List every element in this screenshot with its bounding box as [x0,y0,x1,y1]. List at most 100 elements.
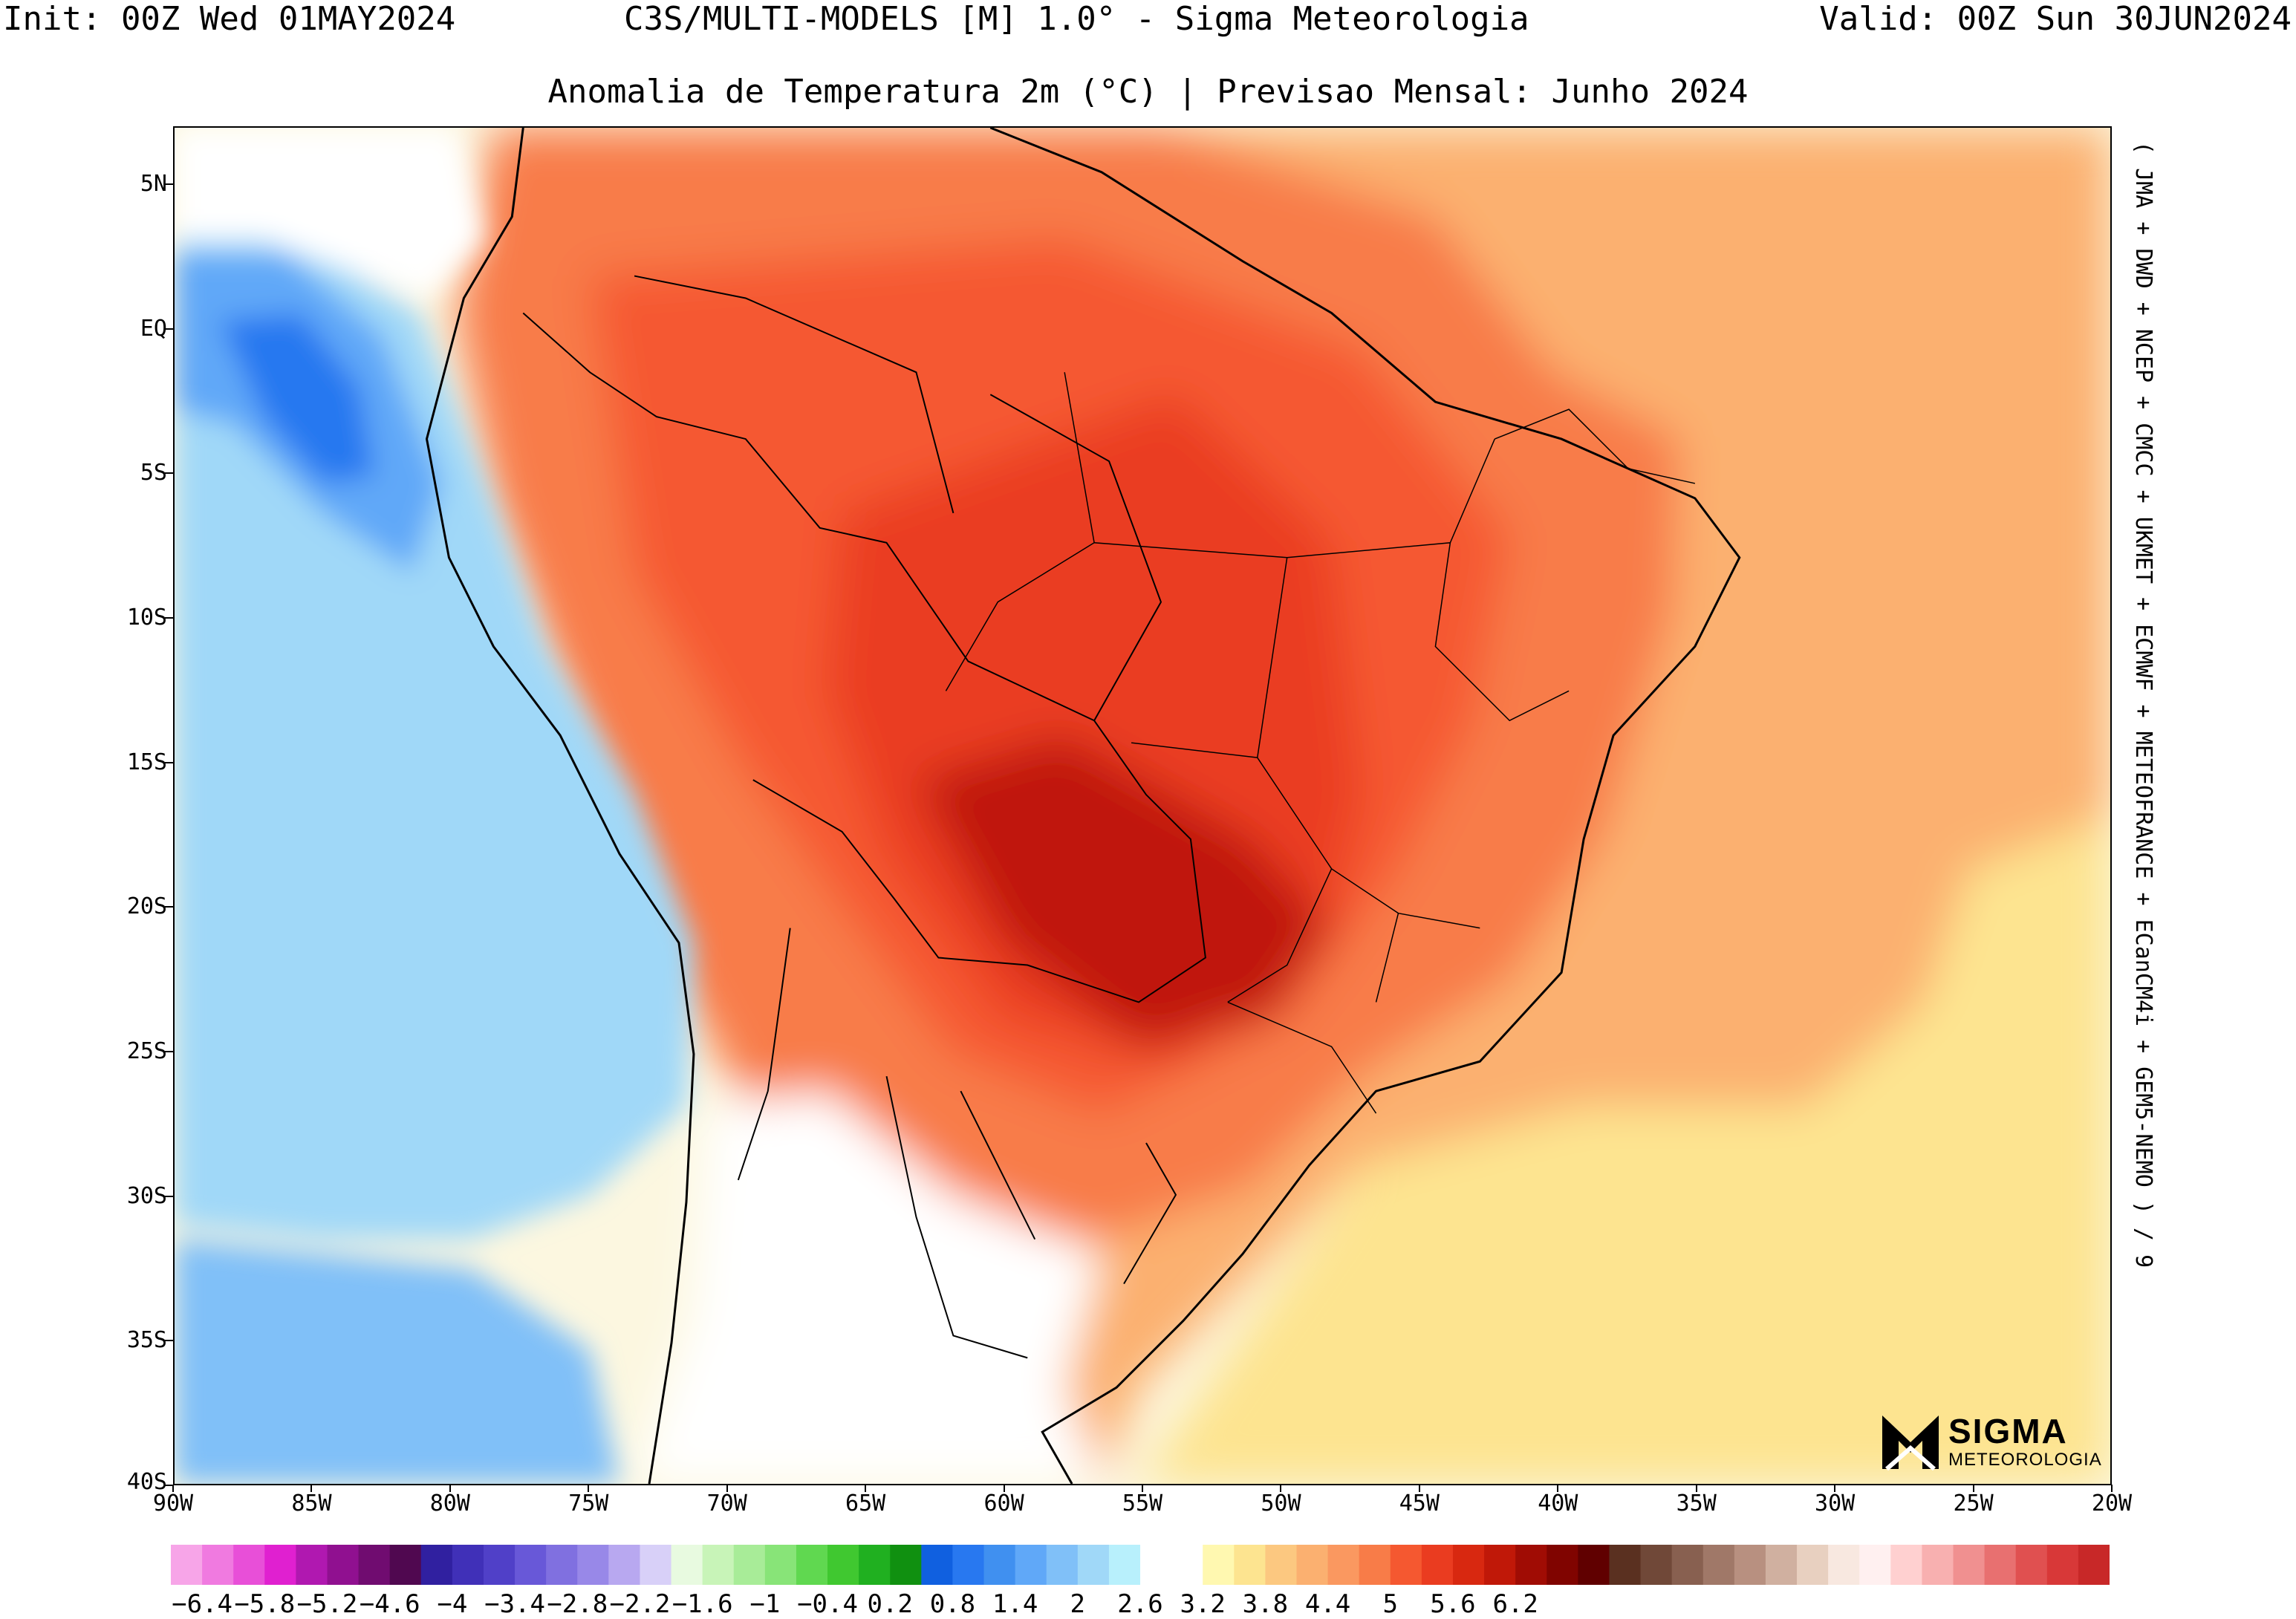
lon-tick [1003,1485,1005,1492]
lon-label: 65W [845,1491,886,1517]
colorbar-swatch [640,1545,672,1585]
colorbar-label: 5 [1382,1589,1399,1619]
colorbar-label: 3.2 [1180,1589,1226,1619]
colorbar-swatch [358,1545,391,1585]
lat-tick [165,616,174,619]
colorbar-swatch [859,1545,891,1585]
lat-tick [165,1340,174,1342]
colorbar-label: 0.2 [867,1589,913,1619]
colorbar-swatch [983,1545,1016,1585]
lon-tick [726,1485,728,1492]
colorbar-swatch [546,1545,578,1585]
colorbar-swatch [1797,1545,1829,1585]
anomaly-zone-pacific-south [175,1239,620,1484]
colorbar-swatch [1234,1545,1266,1585]
colorbar-swatch [1578,1545,1610,1585]
lon-label: 60W [983,1491,1024,1517]
lon-label: 35W [1676,1491,1717,1517]
lon-tick [449,1485,451,1492]
lon-label: 75W [568,1491,609,1517]
lon-label: 80W [429,1491,470,1517]
colorbar-swatch [1140,1545,1172,1585]
colorbar-label: −0.4 [797,1589,858,1619]
lon-tick [1695,1485,1697,1492]
colorbar-swatch [1327,1545,1360,1585]
logo-word: SIGMA [1948,1412,2068,1450]
sigma-logo-icon [1882,1416,1939,1471]
lon-tick [1280,1485,1282,1492]
lat-label: 5S [140,460,167,486]
colorbar-swatch [1703,1545,1735,1585]
colorbar-swatch [1890,1545,1923,1585]
colorbar-swatch [1046,1545,1079,1585]
colorbar-label: −3.4 [484,1589,546,1619]
colorbar-label: −2.8 [547,1589,608,1619]
colorbar-swatch [702,1545,735,1585]
lat-label: 30S [126,1182,167,1209]
colorbar-label: 3.8 [1242,1589,1289,1619]
colorbar-swatch [483,1545,516,1585]
colorbar-swatch [890,1545,922,1585]
source-label: C3S/MULTI-MODELS [M] 1.0° - Sigma Meteor… [624,0,1529,38]
lat-tick [165,906,174,908]
colorbar-swatch [515,1545,547,1585]
lat-label: 20S [126,893,167,920]
colorbar-swatch [2046,1545,2079,1585]
lon-label: 90W [152,1491,194,1517]
colorbar-swatch [1296,1545,1329,1585]
lon-label: 30W [1815,1491,1856,1517]
colorbar-swatch [764,1545,797,1585]
lat-tick [165,328,174,330]
lon-label: 40W [1538,1491,1578,1517]
anomaly-zone-max [916,735,1332,1047]
colorbar-swatch [827,1545,859,1585]
colorbar-swatch [577,1545,609,1585]
lat-tick [165,472,174,475]
lat-label: 25S [126,1037,167,1064]
colorbar-label: 1.4 [992,1589,1038,1619]
colorbar-label: 4.4 [1304,1589,1351,1619]
lon-label: 45W [1399,1491,1440,1517]
colorbar-swatch [1640,1545,1673,1585]
colorbar-label: −1 [749,1589,781,1619]
colorbar-swatch [608,1545,641,1585]
lon-tick [310,1485,313,1492]
lon-tick [1557,1485,1559,1492]
colorbar-swatch [2078,1545,2110,1585]
colorbar-label: −4.6 [359,1589,420,1619]
colorbar-swatch [389,1545,422,1585]
country-borders [522,275,1206,1359]
lat-tick [165,183,174,185]
colorbar-swatch [233,1545,265,1585]
lat-label: 15S [126,749,167,775]
lon-tick [1142,1485,1143,1492]
colorbar [171,1545,2110,1585]
colorbar-swatch [1359,1545,1391,1585]
colorbar-swatch [1015,1545,1047,1585]
colorbar-label: −5.8 [234,1589,296,1619]
colorbar-swatch [1922,1545,1954,1585]
anomaly-map[interactable] [173,126,2112,1485]
lon-tick [1418,1485,1420,1492]
colorbar-swatch [1203,1545,1235,1585]
init-date-label: Init: 00Z Wed 01MAY2024 [3,0,456,38]
colorbar-label: 0.8 [929,1589,976,1619]
colorbar-swatch [2015,1545,2048,1585]
lon-tick [172,1485,174,1492]
anomaly-zone-atlantic-light [1139,816,2110,1484]
anomaly-zone-pacific-max [218,313,375,483]
colorbar-swatch [1984,1545,2017,1585]
lon-tick [588,1485,590,1492]
colorbar-label: −1.6 [671,1589,733,1619]
logo-subtitle: METEOROLOGIA [1948,1450,2102,1470]
colorbar-swatch [1421,1545,1454,1585]
lon-label: 85W [291,1491,332,1517]
colorbar-label: −6.4 [172,1589,233,1619]
lat-tick [165,1485,174,1486]
colorbar-label: −4 [437,1589,468,1619]
colorbar-swatch [671,1545,703,1585]
lon-label: 70W [706,1491,747,1517]
colorbar-label: 6.2 [1492,1589,1538,1619]
colorbar-label: −2.2 [609,1589,671,1619]
colorbar-swatch [420,1545,453,1585]
